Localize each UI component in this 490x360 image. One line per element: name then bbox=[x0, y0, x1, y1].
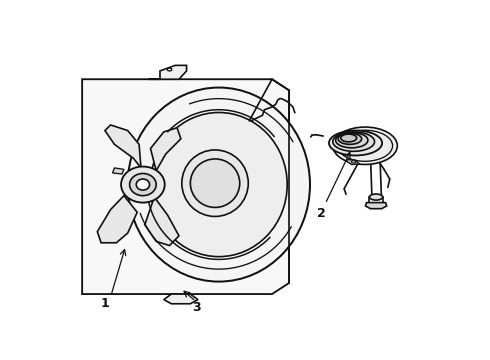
Ellipse shape bbox=[329, 131, 382, 156]
Polygon shape bbox=[98, 195, 137, 243]
Polygon shape bbox=[164, 294, 198, 304]
Ellipse shape bbox=[341, 134, 357, 142]
Ellipse shape bbox=[333, 132, 374, 151]
Polygon shape bbox=[105, 125, 141, 168]
Ellipse shape bbox=[333, 127, 397, 165]
Polygon shape bbox=[148, 66, 187, 79]
Text: 2: 2 bbox=[317, 207, 326, 220]
Polygon shape bbox=[150, 128, 181, 171]
Ellipse shape bbox=[150, 112, 287, 257]
Text: 3: 3 bbox=[192, 301, 200, 314]
Ellipse shape bbox=[351, 161, 356, 163]
Ellipse shape bbox=[190, 159, 240, 207]
Ellipse shape bbox=[369, 194, 383, 200]
Ellipse shape bbox=[129, 174, 156, 195]
Ellipse shape bbox=[167, 68, 172, 71]
Ellipse shape bbox=[338, 130, 392, 161]
Ellipse shape bbox=[338, 133, 362, 144]
Ellipse shape bbox=[128, 87, 310, 282]
Ellipse shape bbox=[336, 132, 368, 148]
Polygon shape bbox=[346, 159, 359, 165]
Polygon shape bbox=[145, 197, 179, 246]
Text: 1: 1 bbox=[100, 297, 109, 310]
Ellipse shape bbox=[121, 167, 165, 203]
Ellipse shape bbox=[182, 150, 248, 216]
Ellipse shape bbox=[136, 179, 149, 190]
Polygon shape bbox=[82, 79, 289, 294]
Polygon shape bbox=[113, 168, 124, 174]
Polygon shape bbox=[366, 203, 387, 209]
